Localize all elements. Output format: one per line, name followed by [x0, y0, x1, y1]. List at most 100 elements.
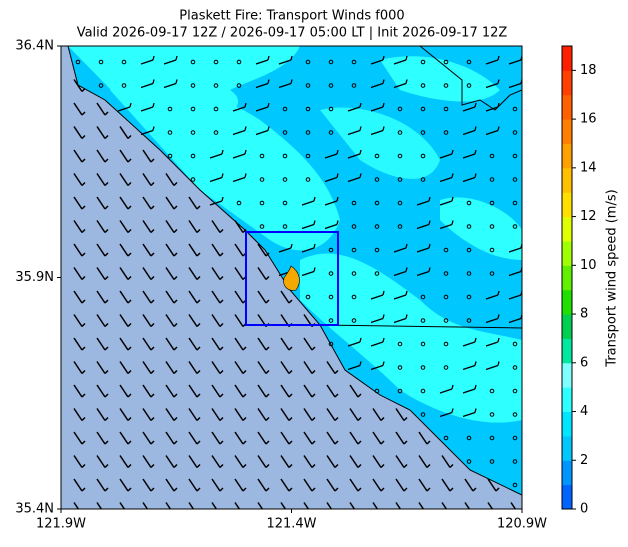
wind-barb	[96, 337, 109, 351]
wind-barb	[73, 290, 86, 304]
calm-marker	[351, 271, 357, 276]
wind-barb	[140, 79, 155, 89]
wind-barb	[73, 431, 86, 445]
wind-barb	[188, 478, 201, 492]
county-line	[419, 46, 522, 111]
calm-marker	[512, 341, 518, 347]
calm-marker	[489, 224, 495, 229]
wind-barb	[96, 196, 109, 210]
calm-marker	[374, 247, 380, 253]
wind-barb	[163, 79, 178, 89]
wind-barb	[165, 408, 178, 422]
calm-marker	[489, 200, 495, 206]
wind-barb	[119, 220, 132, 234]
colorbar-band	[562, 338, 572, 364]
wind-barb	[326, 478, 339, 492]
wind-barb	[142, 384, 155, 398]
wind-barb	[73, 314, 86, 328]
wind-barb	[234, 384, 247, 398]
calm-marker	[351, 247, 357, 253]
wind-barb	[119, 196, 132, 210]
calm-marker	[466, 59, 472, 65]
calm-marker	[466, 459, 472, 464]
calm-marker	[443, 341, 449, 347]
chart-title: Plaskett Fire: Transport Winds f000	[179, 9, 404, 24]
wind-barb	[142, 431, 155, 445]
wind-barb	[211, 478, 224, 492]
calm-marker	[443, 130, 449, 135]
wind-barb	[140, 102, 155, 112]
wind-barb	[393, 290, 408, 300]
wind-barb	[96, 173, 109, 187]
wind-barb	[370, 102, 385, 112]
wind-barb	[211, 267, 224, 281]
calm-marker	[213, 59, 219, 65]
wind-barb	[257, 243, 270, 257]
wind-barb	[280, 361, 293, 375]
wind-barb	[188, 408, 201, 422]
x-tick-label: 121.4W	[266, 517, 316, 532]
colorbar-tick-label: 6	[580, 355, 588, 370]
colorbar-band	[562, 70, 572, 96]
wind-barb	[96, 126, 109, 140]
wind-barb	[416, 243, 431, 253]
calm-marker	[443, 83, 449, 88]
calm-marker	[443, 318, 449, 323]
wind-barb	[301, 243, 316, 253]
wind-barb	[142, 243, 155, 257]
calm-marker	[213, 83, 219, 88]
wind-barb	[211, 337, 224, 351]
wind-barb	[439, 149, 454, 159]
wind-barb	[280, 478, 293, 492]
calm-marker	[328, 247, 334, 253]
wind-barb	[119, 173, 132, 187]
wind-barb	[301, 220, 316, 230]
wind-barb	[73, 102, 86, 116]
colorbar-band	[562, 411, 572, 437]
calm-marker	[351, 294, 357, 300]
wind-barb	[142, 478, 155, 492]
wind-barb	[119, 361, 132, 375]
calm-marker	[282, 200, 288, 206]
calm-marker	[489, 459, 495, 464]
wind-barb	[439, 384, 454, 394]
wind-barb	[462, 173, 477, 183]
wind-barb	[119, 455, 132, 469]
wind-barb	[96, 243, 109, 257]
calm-marker	[443, 294, 449, 300]
wind-barb	[119, 267, 132, 281]
calm-marker	[512, 153, 518, 159]
wind-barb	[280, 455, 293, 469]
wind-barb	[462, 408, 477, 418]
calm-marker	[259, 200, 265, 206]
colorbar-band	[562, 435, 572, 461]
wind-barb	[370, 314, 385, 324]
calm-marker	[397, 106, 403, 112]
wind-barb	[487, 478, 500, 492]
wind-barb	[485, 337, 500, 347]
colorbar-label: Transport wind speed (m/s)	[605, 189, 620, 367]
x-tick-label: 120.9W	[497, 517, 547, 532]
wind-barb	[349, 478, 362, 492]
wind-barb	[96, 361, 109, 375]
wind-barb	[416, 267, 431, 277]
calm-marker	[397, 200, 403, 206]
colorbar-band	[562, 240, 572, 266]
wind-barb	[142, 455, 155, 469]
calm-marker	[236, 200, 242, 206]
wind-barb	[211, 314, 224, 328]
wind-barb	[119, 290, 132, 304]
calm-marker	[305, 106, 311, 112]
wind-barb	[347, 126, 362, 136]
calm-marker	[328, 83, 334, 88]
calm-marker	[282, 130, 288, 135]
wind-barb	[416, 196, 431, 206]
calm-marker	[420, 341, 426, 347]
colorbar-band	[562, 119, 572, 144]
wind-barb	[278, 79, 293, 89]
calm-marker	[328, 294, 334, 300]
wind-barb	[119, 408, 132, 422]
calm-marker	[512, 412, 518, 417]
wind-barb	[439, 173, 454, 183]
